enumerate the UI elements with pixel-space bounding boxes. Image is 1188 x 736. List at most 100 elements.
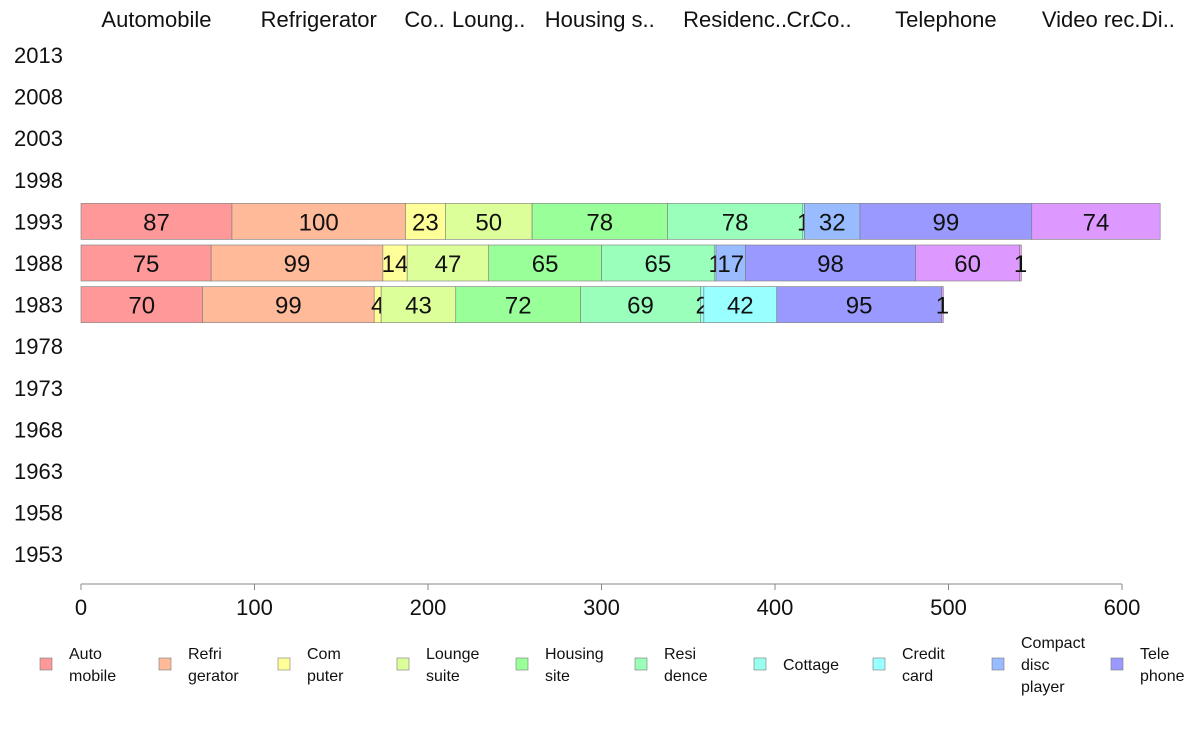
bar-label-1988-residence: 65 (645, 251, 672, 278)
legend-label-auto-mobile: Auto mobile (69, 646, 116, 685)
legend-label-refri-gerator: Refri gerator (188, 646, 239, 685)
y-tick-label-2008: 2008 (14, 85, 63, 110)
legend-swatch-lounge-suite (396, 657, 410, 671)
bar-label-1988-telephone: 98 (817, 251, 844, 278)
bar-label-1988-automobile: 75 (133, 251, 160, 278)
y-tick-label-1998: 1998 (14, 168, 63, 193)
bar-label-1983-refrigerator: 99 (275, 293, 302, 320)
y-tick-label-1978: 1978 (14, 334, 63, 359)
bar-1993-lounge-suite (445, 203, 533, 240)
legend-swatch-resi-dence (634, 657, 648, 671)
legend-swatch-com-puter (277, 657, 291, 671)
bar-1993-video-recorder (1031, 203, 1161, 240)
x-tick-label-400: 400 (757, 595, 794, 620)
bar-1993-computer (405, 203, 446, 240)
bar-1988-video-recorder (915, 244, 1020, 282)
bar-label-1983-residence: 69 (627, 293, 654, 320)
x-tick-label-0: 0 (75, 595, 87, 620)
legend-label-lounge-suite: Lounge suite (426, 646, 479, 685)
y-tick-label-2003: 2003 (14, 126, 63, 151)
y-tick-label-1973: 1973 (14, 376, 63, 401)
x-tick-label-300: 300 (583, 595, 620, 620)
x-axis: 0 100 200 300 400 500 600 (75, 583, 1141, 620)
bar-label-1983-lounge-suite: 43 (405, 293, 432, 320)
legend-label-cottage: Cottage (783, 657, 839, 674)
column-header-automobile: Automobile (101, 7, 211, 32)
y-tick-label-1993: 1993 (14, 209, 63, 234)
bar-label-1993-video-recorder: 74 (1083, 209, 1110, 236)
legend-swatch-cottage (753, 657, 767, 671)
y-tick-label-1958: 1958 (14, 501, 63, 526)
x-tick-label-600: 600 (1104, 595, 1141, 620)
bar-1983-telephone (776, 286, 942, 323)
bar-label-1993-housing-site: 78 (586, 209, 613, 236)
bar-label-1988-video-recorder: 60 (954, 251, 981, 278)
bar-label-1993-automobile: 87 (143, 209, 170, 236)
legend-swatch-refri-gerator (158, 657, 172, 671)
bar-label-1988-lounge-suite: 47 (435, 251, 462, 278)
legend-label-housing-site: Housing site (545, 646, 604, 685)
bar-1988-compact-disc-player (715, 244, 746, 282)
bar-1983-refrigerator (202, 286, 375, 323)
x-tick-label-500: 500 (930, 595, 967, 620)
bar-1988-refrigerator (210, 244, 384, 282)
bar-1988-housing-site (488, 244, 602, 282)
bar-label-1993-computer: 23 (412, 209, 439, 236)
bar-1983-residence (580, 286, 701, 323)
bar-1983-credit-card (703, 286, 778, 323)
bar-label-1983-housing-site: 72 (505, 293, 532, 320)
bar-1988-residence (601, 244, 715, 282)
y-tick-label-1988: 1988 (14, 251, 63, 276)
column-header-co: Co.. (404, 7, 444, 32)
bar-label-1993-telephone: 99 (933, 209, 960, 236)
bar-1983-video-recorder (941, 286, 944, 323)
legend-label-resi-dence: Resi dence (664, 646, 708, 685)
bar-label-1988-housing-site: 65 (532, 251, 559, 278)
bar-1993-compact-disc-player (804, 203, 861, 240)
x-tick-label-200: 200 (410, 595, 447, 620)
column-header-housing-s: Housing s.. (545, 7, 655, 32)
legend-label-credit-card: Credit card (902, 646, 945, 685)
bar-label-1983-credit-card: 42 (727, 293, 754, 320)
legend-swatch-compact-disc-player (991, 657, 1005, 671)
legend-label-com-puter: Com puter (307, 646, 344, 685)
bar-1988-automobile (80, 244, 212, 282)
bar-label-1983-automobile: 70 (128, 293, 155, 320)
bar-1983-automobile (80, 286, 203, 323)
bar-label-1983-video-recorder: 1 (936, 293, 949, 320)
bar-1988-lounge-suite (406, 244, 490, 282)
bar-label-1993-refrigerator: 100 (299, 209, 339, 236)
bar-label-1988-computer: 14 (382, 251, 409, 278)
y-tick-label-1983: 1983 (14, 293, 63, 318)
x-tick-label-100: 100 (236, 595, 273, 620)
column-header-residenc: Residenc.. (683, 7, 787, 32)
column-header-video-rec: Video rec.. (1042, 7, 1147, 32)
bar-label-1993-lounge-suite: 50 (475, 209, 502, 236)
bar-1983-housing-site (455, 286, 581, 323)
bar-label-1988-digital: 1 (1014, 251, 1027, 278)
legend: Auto mobile Refri gerator Com puter Lounge suit… (39, 635, 1185, 696)
legend-swatch-credit-card (872, 657, 886, 671)
legend-swatch-tele-phone (1110, 657, 1124, 671)
legend-label-compact-disc-player: Compact disc player (1021, 635, 1086, 696)
column-header-cr: Cr.. (787, 7, 821, 32)
bar-1988-digital (1019, 244, 1022, 282)
column-headers: Automobile Refrigerator Co.. Loung.. Housing… (101, 7, 1175, 32)
bar-1993-telephone (859, 203, 1033, 240)
bar-1993-housing-site (531, 203, 668, 240)
bar-1993-residence (667, 203, 804, 240)
bar-1993-automobile (80, 203, 233, 240)
column-header-refrigerator: Refrigerator (261, 7, 377, 32)
y-axis: 2013 2008 2003 1998 1993 1988 1983 1978 1973 1968… (14, 43, 63, 567)
column-header-loung: Loung.. (452, 7, 525, 32)
column-header-telephone: Telephone (895, 7, 997, 32)
y-tick-label-2013: 2013 (14, 43, 63, 68)
legend-label-tele-phone: Tele phone (1140, 646, 1185, 685)
bar-1983-lounge-suite (380, 286, 457, 323)
bar-label-1988-refrigerator: 99 (284, 251, 311, 278)
legend-swatch-housing-site (515, 657, 529, 671)
bar-label-1993-residence: 78 (722, 209, 749, 236)
bar-1988-telephone (745, 244, 916, 282)
